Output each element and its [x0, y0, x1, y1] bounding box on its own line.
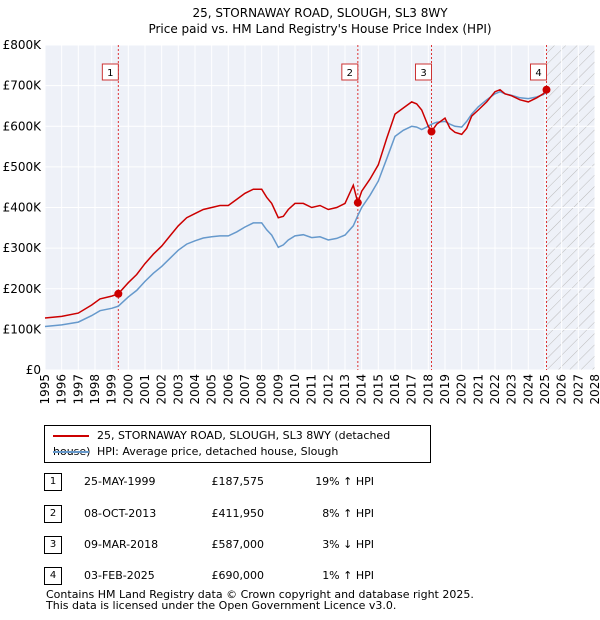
sale-row: 4 03-FEB-2025 £690,000 1% ↑ HPI — [44, 567, 444, 587]
x-tick-label: 2017 — [405, 374, 419, 405]
x-tick-label: 2021 — [471, 374, 485, 405]
y-axis-ticks: £0 £100K £200K £300K £400K £500K £600K £700K £80… — [3, 38, 43, 377]
sale-date: 25-MAY-1999 — [84, 475, 156, 488]
sale-price: £587,000 — [211, 538, 265, 551]
sale-label: 4 — [535, 68, 541, 79]
sale-date: 08-OCT-2013 — [84, 507, 157, 520]
x-tick-label: 2000 — [121, 374, 135, 405]
x-tick-label: 1998 — [88, 374, 102, 405]
x-tick-label: 2016 — [388, 374, 402, 405]
sale-date: 03-FEB-2025 — [84, 569, 155, 582]
legend-item-property: 25, STORNAWAY ROAD, SLOUGH, SL3 8WY (det… — [53, 428, 430, 458]
sale-number: 1 — [44, 473, 62, 491]
x-tick-label: 2025 — [538, 374, 552, 405]
sale-number: 2 — [44, 505, 62, 523]
y-tick-label: £400K — [3, 201, 43, 215]
x-tick-label: 2007 — [238, 374, 252, 405]
sale-row: 1 25-MAY-1999 £187,575 19% ↑ HPI — [44, 473, 444, 493]
footer-line: This data is licensed under the Open Gov… — [46, 599, 397, 612]
y-tick-label: £300K — [3, 241, 43, 255]
sale-point — [114, 289, 123, 298]
footer-attribution: Contains HM Land Registry data © Crown c… — [46, 589, 474, 611]
sale-price: £690,000 — [211, 569, 265, 582]
sale-label-box — [341, 63, 359, 81]
sale-number: 3 — [44, 536, 62, 554]
legend: 25, STORNAWAY ROAD, SLOUGH, SL3 8WY (det… — [44, 425, 431, 463]
x-tick-label: 2001 — [138, 374, 152, 405]
x-tick-label: 2020 — [455, 374, 469, 405]
y-tick-label: £0 — [26, 363, 41, 377]
x-tick-label: 2012 — [321, 374, 335, 405]
sale-row: 2 08-OCT-2013 £411,950 8% ↑ HPI — [44, 505, 444, 525]
sale-point — [542, 85, 551, 94]
x-tick-label: 2026 — [555, 374, 569, 405]
chart-title: 25, STORNAWAY ROAD, SLOUGH, SL3 8WY — [192, 6, 448, 20]
sale-hpi-change: 19% ↑ HPI — [315, 475, 374, 488]
x-tick-label: 2009 — [271, 374, 285, 405]
sale-label-box — [530, 63, 547, 81]
sale-label-box — [415, 63, 432, 81]
y-tick-label: £700K — [3, 79, 43, 93]
legend-label: HPI: Average price, detached house, Slou… — [97, 445, 339, 458]
sale-label-box — [101, 63, 119, 81]
series-lines — [44, 88, 548, 328]
x-tick-label: 2023 — [505, 374, 519, 405]
sale-point — [427, 127, 436, 136]
x-tick-label: 2027 — [571, 374, 585, 405]
y-tick-label: £100K — [3, 322, 43, 336]
x-tick-label: 2014 — [355, 374, 369, 405]
x-tick-label: 2024 — [521, 374, 535, 405]
sale-price: £187,575 — [211, 475, 265, 488]
sale-hpi-change: 8% ↑ HPI — [322, 507, 374, 520]
x-tick-label: 2004 — [188, 374, 202, 405]
x-tick-label: 2006 — [221, 374, 235, 405]
x-tick-label: 1996 — [55, 374, 69, 405]
x-tick-label: 2013 — [338, 374, 352, 405]
y-tick-label: £500K — [3, 160, 43, 174]
price-chart: 25, STORNAWAY ROAD, SLOUGH, SL3 8WY Pric… — [3, 6, 600, 405]
x-axis-ticks: 1995 1996 1997 1998 1999 2000 2001 2002 2003 2004… — [38, 374, 600, 405]
y-tick-label: £800K — [3, 38, 43, 52]
property-price-line — [44, 88, 548, 319]
sale-hpi-change: 1% ↑ HPI — [322, 569, 374, 582]
sale-label: 1 — [107, 68, 113, 79]
sale-markers: 1 2 3 4 — [101, 63, 551, 298]
x-tick-label: 2010 — [288, 374, 302, 405]
x-tick-label: 2018 — [421, 374, 435, 405]
sale-point — [353, 198, 362, 207]
sale-row: 3 09-MAR-2018 £587,000 3% ↓ HPI — [44, 536, 444, 556]
sale-date: 09-MAR-2018 — [84, 538, 159, 551]
y-tick-label: £200K — [3, 282, 43, 296]
x-tick-label: 2003 — [171, 374, 185, 405]
x-tick-label: 2015 — [371, 374, 385, 405]
sale-number: 4 — [44, 567, 62, 585]
chart-subtitle: Price paid vs. HM Land Registry's House … — [148, 22, 491, 36]
x-tick-label: 2028 — [588, 374, 600, 405]
hpi-line — [44, 90, 547, 328]
x-tick-label: 2008 — [255, 374, 269, 405]
grid-lines — [44, 44, 596, 371]
legend-item-hpi: HPI: Average price, detached house, Slou… — [53, 444, 338, 460]
sale-hpi-change: 3% ↓ HPI — [322, 538, 374, 551]
x-tick-label: 1995 — [38, 374, 52, 405]
x-tick-label: 1997 — [71, 374, 85, 405]
x-tick-label: 2019 — [438, 374, 452, 405]
sale-label: 3 — [420, 68, 426, 79]
sale-label: 2 — [347, 68, 353, 79]
x-tick-label: 2002 — [155, 374, 169, 405]
legend-swatch-blue — [53, 451, 89, 453]
x-tick-label: 2005 — [205, 374, 219, 405]
x-tick-label: 2022 — [488, 374, 502, 405]
y-tick-label: £600K — [3, 119, 43, 133]
legend-swatch-red — [53, 435, 89, 437]
sale-price: £411,950 — [211, 507, 265, 520]
footer-line: Contains HM Land Registry data © Crown c… — [46, 588, 474, 601]
x-tick-label: 1999 — [105, 374, 119, 405]
x-tick-label: 2011 — [305, 374, 319, 405]
